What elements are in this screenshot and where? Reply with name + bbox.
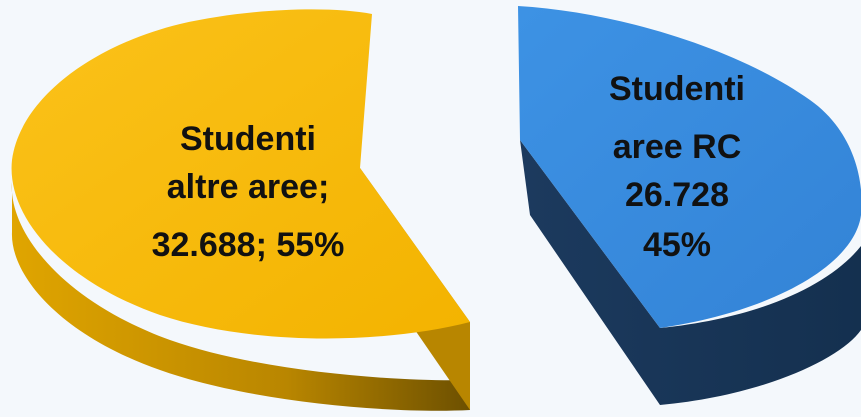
pie-slice-aree-rc-top xyxy=(518,6,861,328)
label-altre-aree: Studenti altre aree; 32.688; 55% xyxy=(152,120,345,264)
label-aree-rc-line-1: Studenti xyxy=(609,70,745,108)
label-aree-rc-line-2: aree RC xyxy=(613,128,742,166)
pie-slice-aree-rc-side xyxy=(520,140,861,405)
pie-slice-altre-aree xyxy=(11,9,471,411)
pie-slice-altre-aree-side xyxy=(11,182,471,411)
label-aree-rc: Studenti aree RC 26.728 45% xyxy=(609,70,745,264)
label-altre-aree-line-2: altre aree; xyxy=(167,168,330,206)
pie-slice-aree-rc xyxy=(518,6,861,405)
label-altre-aree-line-3: 32.688; 55% xyxy=(152,226,345,264)
pie-slice-altre-aree-top xyxy=(11,9,470,339)
label-aree-rc-line-4: 45% xyxy=(643,226,711,264)
label-aree-rc-line-3: 26.728 xyxy=(625,176,729,214)
label-altre-aree-line-1: Studenti xyxy=(180,120,316,158)
